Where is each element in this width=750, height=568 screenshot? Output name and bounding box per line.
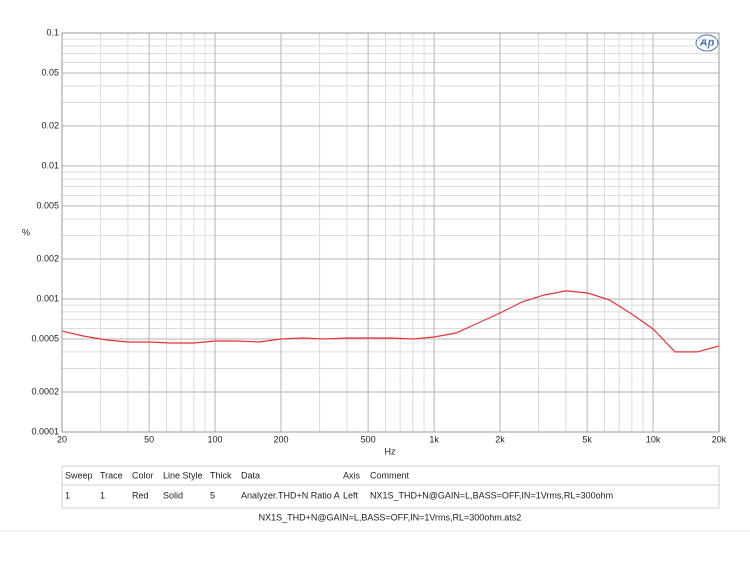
data-line [61, 290, 720, 353]
x-tick-label: 20 [57, 434, 67, 444]
y-tick-label: 0.0001 [31, 426, 59, 436]
y-tick-label: 0.1 [46, 27, 59, 37]
table-cell: Left [343, 490, 359, 500]
y-tick-label: 0.0002 [31, 386, 59, 396]
table-header: Trace [100, 470, 123, 480]
table-cell: Analyzer.THD+N Ratio A [241, 490, 340, 500]
table-header: Thick [210, 470, 232, 480]
table-header: Line Style [163, 470, 203, 480]
table-header: Comment [370, 470, 410, 480]
y-tick-label: 0.02 [41, 120, 59, 130]
table-cell: 5 [210, 490, 215, 500]
y-tick-label: 0.002 [36, 253, 59, 263]
x-tick-label: 20k [712, 434, 727, 444]
logo-ring [695, 34, 719, 52]
x-tick-label: 50 [144, 434, 154, 444]
table-frame [61, 465, 720, 509]
x-tick-label: 100 [208, 434, 223, 444]
x-tick-label: 500 [361, 434, 376, 444]
table-cell: Solid [163, 490, 183, 500]
file-name: NX1S_THD+N@GAIN=L,BASS=OFF,IN=1Vrms,RL=3… [259, 512, 522, 522]
x-axis-label: Hz [385, 446, 396, 456]
table-header: Color [132, 470, 154, 480]
table-cell: 1 [65, 490, 70, 500]
table-header: Sweep [65, 470, 93, 480]
logo: Ap [695, 34, 719, 52]
y-tick-label: 0.005 [36, 200, 59, 210]
plot-frame [61, 32, 720, 433]
y-tick-label: 0.0005 [31, 333, 59, 343]
y-tick-label: 0.01 [41, 160, 59, 170]
table-cell: NX1S_THD+N@GAIN=L,BASS=OFF,IN=1Vrms,RL=3… [370, 490, 613, 500]
table-cell: 1 [100, 490, 105, 500]
table-cell: Red [132, 490, 149, 500]
table-header: Axis [343, 470, 361, 480]
x-tick-label: 200 [273, 434, 288, 444]
x-tick-label: 1k [429, 434, 439, 444]
y-tick-label: 0.001 [36, 293, 59, 303]
x-tick-label: 2k [495, 434, 505, 444]
y-axis-label: % [22, 227, 30, 237]
x-tick-label: 5k [582, 434, 592, 444]
x-tick-label: 10k [646, 434, 661, 444]
y-tick-label: 0.05 [41, 67, 59, 77]
table-header: Data [241, 470, 260, 480]
